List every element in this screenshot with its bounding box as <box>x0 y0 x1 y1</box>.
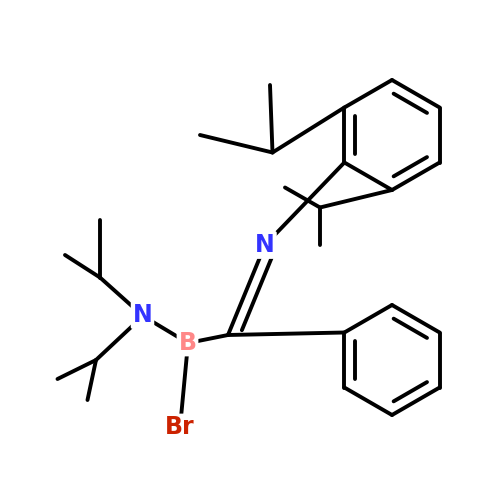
Text: Br: Br <box>165 416 195 440</box>
Text: N: N <box>255 233 275 257</box>
Text: N: N <box>132 303 152 327</box>
Text: B: B <box>178 330 196 354</box>
